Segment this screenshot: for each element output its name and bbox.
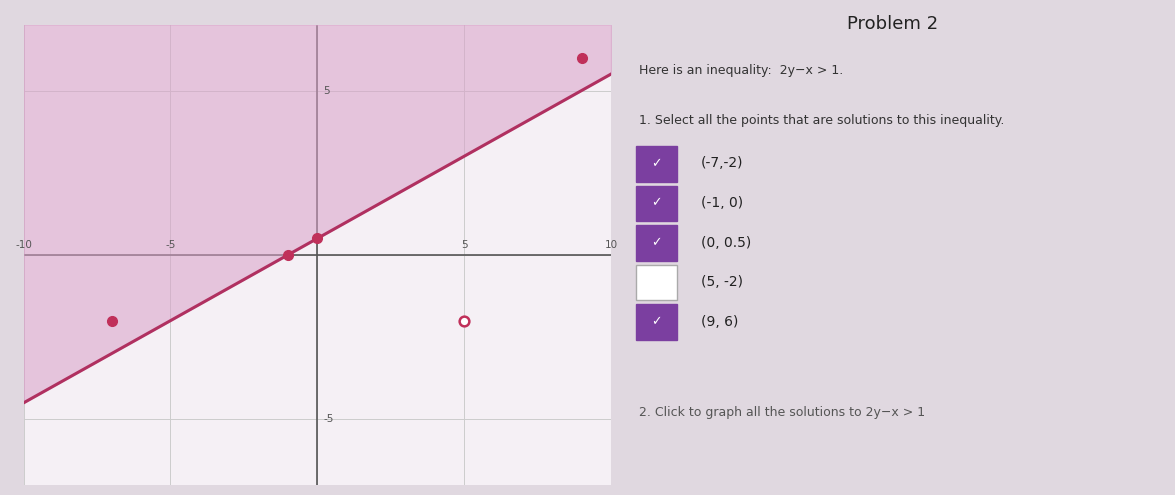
Text: (-1, 0): (-1, 0) (701, 196, 744, 210)
Text: 2. Click to graph all the solutions to 2y−x > 1: 2. Click to graph all the solutions to 2… (639, 406, 926, 419)
Text: -5: -5 (323, 414, 334, 424)
Text: 10: 10 (604, 240, 618, 250)
FancyBboxPatch shape (637, 304, 677, 340)
Text: 1. Select all the points that are solutions to this inequality.: 1. Select all the points that are soluti… (639, 114, 1005, 127)
FancyBboxPatch shape (637, 225, 677, 261)
Text: (-7,-2): (-7,-2) (701, 156, 744, 170)
Text: 5: 5 (461, 240, 468, 250)
FancyBboxPatch shape (637, 186, 677, 221)
FancyBboxPatch shape (637, 265, 677, 300)
Text: ✓: ✓ (651, 197, 662, 209)
Text: (5, -2): (5, -2) (701, 275, 744, 289)
Text: ✓: ✓ (651, 315, 662, 328)
Text: (0, 0.5): (0, 0.5) (701, 236, 752, 249)
Text: 5: 5 (323, 86, 330, 96)
Text: (9, 6): (9, 6) (701, 315, 739, 329)
FancyBboxPatch shape (637, 146, 677, 182)
Text: Problem 2: Problem 2 (847, 15, 939, 33)
Text: -5: -5 (166, 240, 175, 250)
Text: -10: -10 (15, 240, 32, 250)
Text: ✓: ✓ (651, 236, 662, 249)
Text: ✓: ✓ (651, 157, 662, 170)
Text: Here is an inequality:  2y−x > 1.: Here is an inequality: 2y−x > 1. (639, 64, 844, 77)
